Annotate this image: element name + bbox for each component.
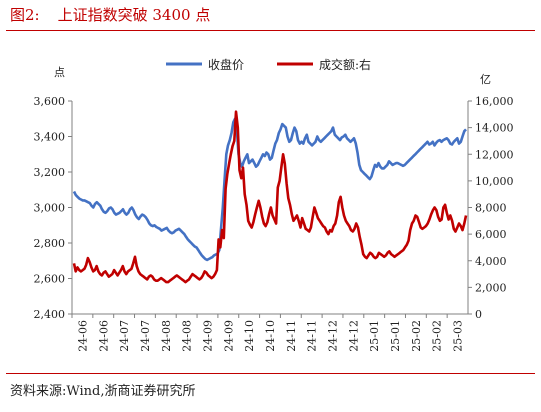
right-tick-label: 16,000 xyxy=(475,95,514,108)
right-tick-label: 0 xyxy=(475,308,482,321)
x-tick-label: 24-11 xyxy=(306,320,319,352)
x-tick-label: 25-02 xyxy=(431,320,444,352)
figure-title-text: 上证指数突破 3400 点 xyxy=(57,6,211,24)
right-tick-label: 6,000 xyxy=(475,228,507,241)
left-tick-label: 2,600 xyxy=(34,273,66,286)
x-tick-label: 25-02 xyxy=(410,320,423,352)
x-tick-label: 24-07 xyxy=(118,320,131,352)
right-tick-label: 4,000 xyxy=(475,255,507,268)
x-tick-label: 25-03 xyxy=(452,320,465,352)
left-tick-label: 3,000 xyxy=(34,202,66,215)
series-line-close xyxy=(72,117,467,262)
title-divider xyxy=(6,30,535,31)
series-line-turnover xyxy=(72,110,468,284)
right-tick-label: 10,000 xyxy=(475,175,514,188)
x-tick-label: 25-01 xyxy=(389,320,402,352)
legend: 收盘价 成交额:右 xyxy=(166,57,371,72)
right-tick-label: 8,000 xyxy=(475,202,507,215)
legend-label-close: 收盘价 xyxy=(208,57,244,72)
right-tick-label: 12,000 xyxy=(475,148,514,161)
x-tick-label: 24-09 xyxy=(201,320,214,352)
x-tick-label: 25-01 xyxy=(368,320,381,352)
x-tick-label: 24-10 xyxy=(243,320,256,352)
source-divider xyxy=(6,373,535,374)
tick-labels: 2,400 2,600 2,800 3,000 3,200 3,400 3,600 0 2,00… xyxy=(34,66,514,352)
x-tick-label: 24-12 xyxy=(347,320,360,352)
x-tick-label: 24-07 xyxy=(139,320,152,352)
figure-label: 图2: xyxy=(10,6,40,24)
x-tick-label: 24-10 xyxy=(264,320,277,352)
x-tick-label: 24-06 xyxy=(76,320,89,352)
x-tick-label: 24-08 xyxy=(160,320,173,352)
left-tick-label: 3,400 xyxy=(34,131,66,144)
figure-title: 图2: 上证指数突破 3400 点 xyxy=(10,4,228,25)
x-tick-label: 24-08 xyxy=(181,320,194,352)
right-axis-unit: 亿 xyxy=(480,73,491,86)
legend-label-turnover: 成交额:右 xyxy=(319,57,371,72)
left-tick-label: 2,400 xyxy=(34,308,66,321)
left-axis-unit: 点 xyxy=(54,66,65,79)
source-note: 资料来源:Wind,浙商证券研究所 xyxy=(10,384,196,399)
axes xyxy=(68,100,472,318)
x-tick-label: 24-09 xyxy=(222,320,235,352)
x-tick-label: 24-12 xyxy=(327,320,340,352)
series-lines xyxy=(72,110,468,284)
x-tick-label: 24-06 xyxy=(97,320,110,352)
right-tick-label: 14,000 xyxy=(475,122,514,135)
left-tick-label: 3,200 xyxy=(34,166,66,179)
right-tick-label: 2,000 xyxy=(475,281,507,294)
x-tick-label: 24-11 xyxy=(285,320,298,352)
left-tick-label: 3,600 xyxy=(34,95,66,108)
left-tick-label: 2,800 xyxy=(34,237,66,250)
